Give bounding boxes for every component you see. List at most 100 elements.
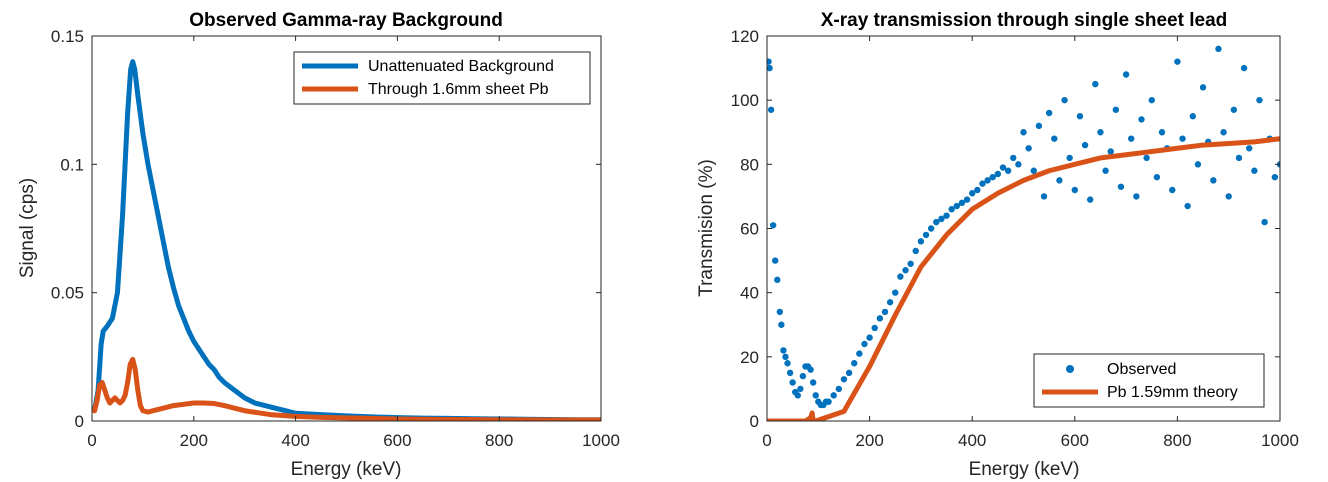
data-point bbox=[886, 299, 894, 306]
x-tick-label: 600 bbox=[1061, 431, 1089, 450]
data-point bbox=[812, 392, 819, 399]
y-tick-label: 0 bbox=[75, 412, 84, 431]
series-line-unattenuated-background bbox=[92, 59, 601, 421]
y-tick-label: 100 bbox=[731, 91, 759, 110]
y-tick-label: 80 bbox=[740, 155, 759, 174]
data-point bbox=[1256, 96, 1263, 104]
data-point bbox=[778, 321, 785, 328]
y-tick-label: 40 bbox=[740, 284, 759, 303]
data-point bbox=[984, 177, 991, 184]
data-point bbox=[1153, 173, 1161, 181]
data-point bbox=[989, 173, 996, 181]
data-point bbox=[938, 215, 945, 223]
y-tick-label: 20 bbox=[740, 348, 759, 367]
data-point bbox=[974, 186, 981, 194]
data-point bbox=[1117, 183, 1125, 190]
y-tick-label: 0.05 bbox=[51, 284, 84, 303]
x-tick-label: 400 bbox=[958, 431, 986, 450]
data-point bbox=[1056, 177, 1063, 184]
data-point bbox=[1271, 173, 1279, 181]
data-point bbox=[1184, 202, 1191, 210]
y-tick-label: 60 bbox=[740, 220, 759, 239]
data-point bbox=[1261, 218, 1268, 226]
series-line-pb-1-59mm-theory bbox=[767, 136, 1280, 421]
data-point bbox=[1215, 45, 1222, 53]
legend-swatch-observed bbox=[1066, 365, 1074, 373]
data-point bbox=[861, 340, 868, 348]
data-point bbox=[958, 199, 966, 207]
data-point bbox=[1045, 109, 1053, 117]
x-tick-label: 600 bbox=[383, 431, 411, 450]
data-point bbox=[1225, 193, 1232, 200]
data-point bbox=[840, 376, 848, 383]
data-point bbox=[927, 225, 935, 232]
data-point bbox=[994, 170, 1002, 178]
chart-gamma-background: Observed Gamma-ray Background 0 200 400 600… bbox=[17, 10, 620, 480]
data-point bbox=[1235, 154, 1243, 162]
series-line-through-1-6mm-sheet-pb bbox=[92, 356, 601, 421]
legend-box bbox=[293, 51, 591, 105]
data-point bbox=[1143, 154, 1150, 162]
data-point bbox=[1020, 129, 1027, 136]
data-point bbox=[999, 164, 1007, 171]
data-point bbox=[876, 315, 884, 322]
x-ticks: 0 200 400 600 800 1000 bbox=[87, 36, 620, 450]
y-axis-label: Transmision (%) bbox=[696, 159, 717, 297]
data-point bbox=[1251, 167, 1258, 174]
data-point bbox=[1122, 71, 1130, 78]
data-point bbox=[1071, 186, 1079, 194]
data-point bbox=[767, 64, 773, 72]
data-point bbox=[1133, 193, 1140, 200]
data-point bbox=[769, 222, 777, 229]
data-point bbox=[948, 206, 955, 213]
data-point bbox=[1040, 193, 1048, 200]
y-axis-label: Signal (cps) bbox=[17, 178, 38, 278]
x-tick-label: 400 bbox=[281, 431, 309, 450]
data-point bbox=[969, 190, 976, 197]
legend: Observed Pb 1.59mm theory bbox=[1033, 353, 1265, 408]
data-point bbox=[830, 392, 837, 399]
data-point bbox=[772, 257, 779, 264]
legend-entry-through-pb: Through 1.6mm sheet Pb bbox=[368, 81, 549, 98]
data-point bbox=[794, 392, 801, 399]
data-point bbox=[1092, 80, 1099, 88]
data-point bbox=[892, 289, 899, 296]
data-point bbox=[1174, 58, 1181, 65]
y-ticks: 0 20 40 60 80 100 120 bbox=[731, 27, 1280, 431]
data-point bbox=[866, 334, 873, 341]
data-point bbox=[912, 247, 919, 255]
data-point bbox=[1076, 113, 1084, 120]
series-observed bbox=[767, 45, 1280, 409]
x-axis-label: Energy (keV) bbox=[969, 459, 1080, 480]
legend-entry-theory: Pb 1.59mm theory bbox=[1107, 384, 1238, 401]
data-point bbox=[943, 212, 950, 219]
data-point bbox=[979, 180, 986, 187]
chart-title: Observed Gamma-ray Background bbox=[189, 10, 503, 31]
legend-entry-observed: Observed bbox=[1107, 361, 1176, 378]
data-point bbox=[963, 196, 971, 203]
x-tick-label: 0 bbox=[762, 431, 771, 450]
data-point bbox=[1102, 167, 1109, 174]
data-point bbox=[1061, 96, 1068, 104]
data-point bbox=[1025, 145, 1032, 152]
data-point bbox=[1112, 106, 1120, 113]
y-tick-label: 0.15 bbox=[51, 27, 84, 46]
chart-xray-transmission: X-ray transmission through single sheet … bbox=[696, 10, 1299, 480]
data-point bbox=[1015, 161, 1022, 168]
data-point bbox=[907, 260, 914, 267]
data-point bbox=[1189, 113, 1196, 120]
data-point bbox=[933, 218, 940, 226]
data-point bbox=[1128, 135, 1135, 142]
x-tick-label: 200 bbox=[855, 431, 883, 450]
data-point bbox=[1035, 122, 1043, 130]
data-point bbox=[1086, 196, 1094, 203]
data-point bbox=[953, 202, 961, 210]
x-tick-label: 1000 bbox=[1261, 431, 1299, 450]
data-point bbox=[856, 350, 863, 357]
data-point bbox=[825, 398, 832, 405]
data-point bbox=[767, 106, 775, 113]
data-point bbox=[1220, 129, 1227, 136]
x-ticks: 0 200 400 600 800 1000 bbox=[762, 36, 1299, 450]
data-point bbox=[922, 231, 930, 239]
